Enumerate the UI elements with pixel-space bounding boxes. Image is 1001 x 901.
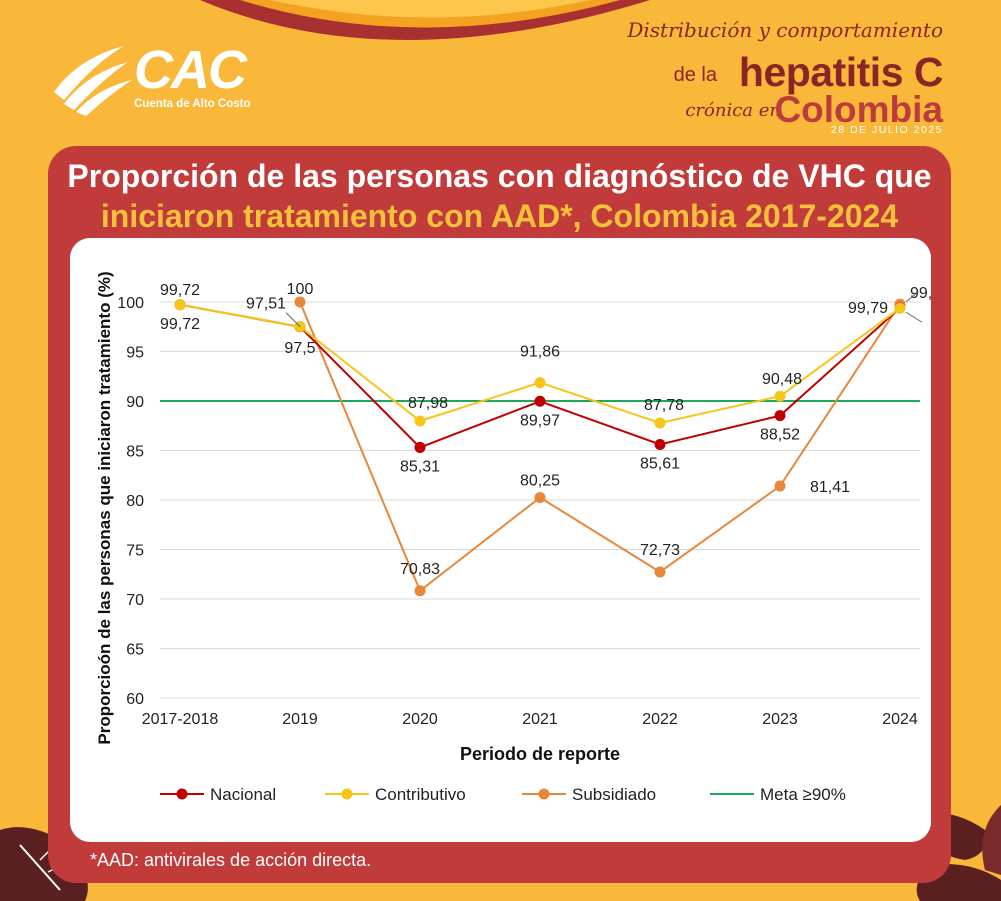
x-tick-label: 2024	[882, 711, 918, 728]
cac-logo-swoosh-icon	[54, 46, 132, 116]
data-point-nacional	[414, 441, 426, 453]
x-tick-label: 2017-2018	[142, 711, 219, 728]
plot-area: 60 65 70 75 80 85 90 95 100 2017-2018 2019 2020 2021…	[70, 238, 985, 842]
y-tick-label: 85	[126, 444, 144, 461]
chart-panel: Proporción de las personas con diagnósti…	[48, 146, 985, 883]
data-label-nacional: 99,41	[910, 285, 931, 302]
header-hepatitis: hepatitis C	[738, 49, 944, 95]
data-label-contributivo: 91,86	[520, 344, 560, 361]
leader-line	[905, 291, 919, 303]
data-label-nacional: 97,5	[284, 340, 315, 357]
y-tick-label: 75	[126, 543, 144, 560]
logo-name: CAC	[134, 40, 247, 100]
data-point-nacional	[774, 410, 786, 422]
line-chart: 60 65 70 75 80 85 90 95 100 2017-2018 2019 2020 2021…	[95, 271, 985, 804]
legend-label: Nacional	[210, 785, 276, 804]
header-line1: Distribución y comportamiento	[627, 18, 943, 42]
data-label-subsidiado: 81,41	[810, 479, 850, 496]
y-tick-label: 95	[126, 345, 144, 362]
data-label-subsidiado: 80,25	[520, 473, 560, 490]
legend-marker	[341, 788, 353, 800]
data-point-nacional	[534, 395, 546, 407]
data-label-contributivo: 87,78	[644, 397, 684, 414]
data-point-subsidiado	[414, 585, 426, 597]
chart-title: Proporción de las personas con diagnósti…	[48, 156, 951, 236]
legend-label: Meta ≥90%	[760, 785, 846, 804]
cac-logo: CAC Cuenta de Alto Costo	[48, 40, 268, 120]
data-point-contributivo	[894, 302, 906, 314]
header-de-la: de la	[673, 64, 717, 86]
legend-marker	[538, 788, 550, 800]
y-tick-label: 65	[126, 642, 144, 659]
data-label-contributivo: 97,51	[246, 296, 286, 313]
data-label-nacional: 88,52	[760, 427, 800, 444]
y-tick-label: 90	[126, 394, 144, 411]
logo-subtitle: Cuenta de Alto Costo	[134, 98, 251, 110]
legend-marker	[176, 788, 188, 800]
chart-title-line1: Proporción de las personas con diagnósti…	[67, 158, 932, 194]
data-point-contributivo	[654, 417, 666, 429]
data-point-subsidiado	[534, 492, 546, 504]
report-header: Distribución y comportamiento de la hepa…	[627, 14, 944, 138]
chart-title-line2: iniciaron tratamiento con AAD*, Colombia…	[100, 198, 899, 234]
data-label-nacional: 99,72	[160, 316, 200, 333]
x-axis-title: Periodo de reporte	[460, 744, 620, 764]
leader-line	[285, 312, 301, 328]
data-point-contributivo	[174, 299, 186, 311]
legend-label: Contributivo	[375, 785, 466, 804]
y-tick-label: 100	[117, 295, 144, 312]
data-point-subsidiado	[774, 480, 786, 492]
data-point-contributivo	[414, 415, 426, 427]
data-label-contributivo: 99,72	[160, 282, 200, 299]
series-line-subsidiado	[299, 301, 901, 593]
y-tick-label: 70	[126, 592, 144, 609]
data-label-subsidiado: 100	[287, 281, 314, 298]
header-cronica: crónica en	[685, 100, 781, 121]
header-date: 28 DE JULIO 2025	[830, 124, 943, 136]
data-point-contributivo	[774, 390, 786, 402]
data-point-contributivo	[534, 377, 546, 389]
data-label-subsidiado: 72,73	[640, 542, 680, 559]
data-point-nacional	[654, 438, 666, 450]
y-tick-label: 60	[126, 691, 144, 708]
data-point-subsidiado	[294, 296, 306, 308]
x-tick-label: 2022	[642, 711, 678, 728]
x-tick-label: 2023	[762, 711, 798, 728]
x-tick-label: 2021	[522, 711, 558, 728]
y-axis-title: Proporcioón de las personas que iniciaro…	[95, 271, 114, 744]
data-label-contributivo: 90,48	[762, 371, 802, 388]
data-label-nacional: 85,61	[640, 455, 680, 472]
data-label-contributivo: 87,98	[408, 395, 448, 412]
x-tick-label: 2020	[402, 711, 438, 728]
leader-line	[905, 311, 923, 323]
legend-label: Subsidiado	[572, 785, 656, 804]
data-label-subsidiado: 99,79	[848, 300, 888, 317]
data-label-subsidiado: 70,83	[400, 561, 440, 578]
header-colombia: Colombia	[774, 89, 943, 130]
y-tick-label: 80	[126, 493, 144, 510]
footnote: *AAD: antivirales de acción directa.	[90, 850, 372, 870]
data-point-subsidiado	[654, 566, 666, 578]
data-label-nacional: 85,31	[400, 458, 440, 475]
x-tick-label: 2019	[282, 711, 318, 728]
data-label-nacional: 89,97	[520, 412, 560, 429]
